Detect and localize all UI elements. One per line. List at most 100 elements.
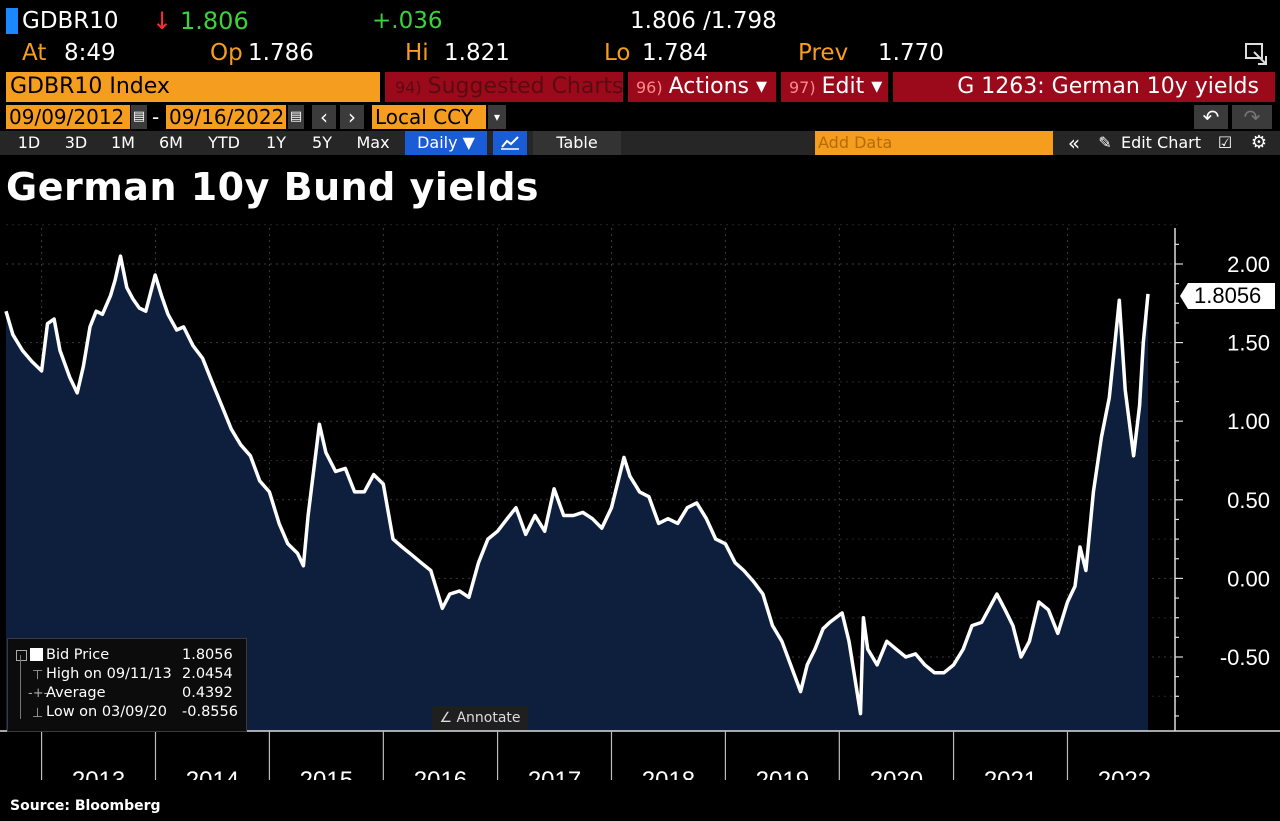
legend-value: 0.4392: [182, 685, 233, 701]
ticker: GDBR10: [22, 8, 119, 34]
legend-key: Low on 03/09/20: [46, 704, 167, 720]
period-1d[interactable]: 1D: [17, 133, 41, 152]
period-3d[interactable]: 3D: [64, 133, 88, 152]
pencil-icon[interactable]: ✎: [1098, 133, 1112, 152]
net-change: +.036: [372, 8, 443, 34]
yield-line: [4, 254, 1150, 716]
edit-chart-button[interactable]: Edit Chart: [1120, 133, 1202, 152]
suggested-label: Suggested Charts: [427, 74, 623, 99]
collapse-icon[interactable]: «: [1067, 131, 1081, 155]
bid-ask: 1.806 /1.798: [630, 8, 777, 34]
legend-value: 1.8056: [182, 647, 233, 663]
add-data-input[interactable]: Add Data: [815, 131, 1053, 155]
collapse-box-icon[interactable]: [16, 650, 27, 661]
chart-toolbar: 1D 3D 1M 6M YTD 1Y 5Y Max Daily ▼ Table …: [0, 131, 1280, 155]
edit-number: 97): [789, 78, 816, 97]
edit-properties-icon[interactable]: ☑: [1217, 133, 1233, 152]
security-field[interactable]: GDBR10 Index: [6, 72, 380, 102]
gear-icon[interactable]: ⚙: [1250, 132, 1268, 153]
actions-menu[interactable]: 96) Actions ▾: [628, 72, 776, 102]
x-tick-label: 2022: [1098, 767, 1151, 780]
security-label: GDBR10 Index: [10, 74, 170, 99]
actions-number: 96): [636, 78, 663, 97]
legend-key: High on 09/11/13: [46, 666, 172, 682]
chart-name-label: G 1263: German 10y yields: [957, 74, 1259, 99]
low-label: Lo: [604, 40, 631, 66]
period-5y[interactable]: 5Y: [312, 133, 332, 152]
legend-row-bid: Bid Price 1.8056: [8, 646, 246, 665]
open-value: 1.786: [248, 40, 314, 66]
end-calendar-icon[interactable]: ▤: [288, 105, 304, 129]
x-tick-label: 2021: [984, 767, 1037, 780]
low-marker-icon: ⊥: [32, 706, 44, 721]
high-marker-icon: ⊤: [32, 668, 44, 683]
popout-icon[interactable]: [1244, 42, 1272, 68]
period-1m[interactable]: 1M: [111, 133, 135, 152]
chart-name: G 1263: German 10y yields: [893, 72, 1275, 102]
legend-tree-line: [20, 655, 21, 719]
y-tick-label: 1.50: [1227, 331, 1270, 356]
y-tick-label: -0.50: [1220, 645, 1270, 670]
ticker-marker: [6, 8, 18, 34]
line-chart-icon[interactable]: [493, 131, 527, 155]
x-tick-label: 2019: [756, 767, 809, 780]
next-range-button[interactable]: ›: [340, 105, 364, 129]
legend-value: -0.8556: [182, 704, 238, 720]
suggested-number: 94): [395, 78, 422, 97]
start-date-field[interactable]: 09/09/2012: [6, 105, 130, 129]
legend-key: Average: [46, 685, 106, 701]
prev-label: Prev: [798, 40, 849, 66]
legend-key: Bid Price: [46, 647, 110, 663]
frequency-select[interactable]: Daily ▼: [405, 131, 487, 155]
x-axis: 2013 2014 2015 2016 2017 2018 2019 2020 2021 2022: [0, 730, 1280, 780]
chart-title: German 10y Bund yields: [6, 165, 540, 209]
legend-row-low: ⊥ Low on 03/09/20 -0.8556: [8, 703, 246, 722]
x-tick-label: 2014: [186, 767, 239, 780]
redo-icon[interactable]: ↷: [1232, 105, 1272, 129]
range-dash: -: [152, 105, 160, 129]
y-tick-label: 2.00: [1227, 252, 1270, 277]
actions-label: Actions ▾: [668, 74, 768, 99]
currency-dropdown-icon[interactable]: ▾: [488, 105, 506, 129]
at-label: At: [22, 40, 47, 66]
down-arrow-icon: ↓: [152, 7, 173, 35]
x-tick-label: 2013: [72, 767, 125, 780]
yield-area-fill: [6, 256, 1148, 731]
edit-menu[interactable]: 97) Edit ▾: [781, 72, 888, 102]
period-max[interactable]: Max: [356, 133, 390, 152]
annotate-button[interactable]: ∠ Annotate: [432, 706, 528, 730]
y-tick-label: 1.00: [1227, 409, 1270, 434]
period-1y[interactable]: 1Y: [266, 133, 286, 152]
yield-chart: 2.001.501.000.500.00-0.50 20132014201520…: [0, 224, 1280, 780]
chart-legend[interactable]: Bid Price 1.8056 ⊤ High on 09/11/13 2.04…: [7, 638, 247, 732]
x-tick-label: 2016: [414, 767, 467, 780]
currency-select[interactable]: Local CCY: [372, 105, 486, 129]
series-swatch: [30, 648, 43, 661]
legend-row-average: -+- Average 0.4392: [8, 684, 246, 703]
low-value: 1.784: [642, 40, 708, 66]
x-tick-label: 2020: [870, 767, 923, 780]
prev-value: 1.770: [878, 40, 944, 66]
open-label: Op: [210, 40, 243, 66]
suggested-charts-button[interactable]: 94) Suggested Charts: [385, 72, 623, 102]
y-axis: 2.00 1.50 1.00 0.50 0.00 -0.50: [1174, 228, 1270, 731]
table-button[interactable]: Table: [533, 131, 621, 155]
high-value: 1.821: [444, 40, 510, 66]
last-value-label: 1.8056: [1194, 283, 1262, 308]
annotate-label: Annotate: [456, 710, 521, 726]
edit-label: Edit ▾: [821, 74, 883, 99]
period-6m[interactable]: 6M: [159, 133, 183, 152]
last-value-tag: 1.8056: [1180, 282, 1276, 310]
y-tick-label: 0.00: [1227, 566, 1270, 591]
at-time: 8:49: [64, 40, 116, 66]
end-date-field[interactable]: 09/16/2022: [166, 105, 286, 129]
undo-icon[interactable]: ↶: [1194, 105, 1228, 129]
start-calendar-icon[interactable]: ▤: [131, 105, 147, 129]
last-price: 1.806: [180, 7, 249, 35]
prev-range-button[interactable]: ‹: [312, 105, 336, 129]
source-note: Source: Bloomberg: [10, 798, 161, 814]
period-ytd[interactable]: YTD: [208, 133, 240, 152]
x-tick-label: 2017: [528, 767, 581, 780]
y-tick-label: 0.50: [1227, 488, 1270, 513]
legend-row-high: ⊤ High on 09/11/13 2.0454: [8, 665, 246, 684]
